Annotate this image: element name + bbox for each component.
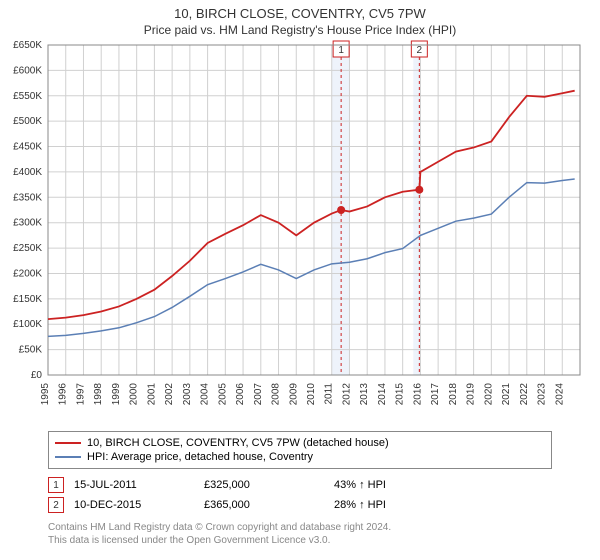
sale-badge: 1 [48,477,64,493]
page-title: 10, BIRCH CLOSE, COVENTRY, CV5 7PW [0,0,600,21]
legend-item: 10, BIRCH CLOSE, COVENTRY, CV5 7PW (deta… [55,436,545,450]
legend-swatch [55,442,81,444]
svg-text:2005: 2005 [217,383,228,406]
page-subtitle: Price paid vs. HM Land Registry's House … [0,21,600,37]
line-chart-svg: £0 £50K £100K £150K £200K £250K £300K £350K £400… [0,37,600,427]
sale-row: 1 15-JUL-2011 £325,000 43% ↑ HPI [48,475,552,495]
svg-text:2008: 2008 [271,383,282,406]
footnote: Contains HM Land Registry data © Crown c… [48,521,552,547]
sale-price: £365,000 [204,499,324,511]
svg-text:£100K: £100K [13,319,42,330]
legend-swatch [55,456,81,458]
svg-text:2001: 2001 [146,383,157,406]
svg-text:£600K: £600K [13,65,42,76]
sale-diff: 43% ↑ HPI [334,479,454,491]
svg-text:2014: 2014 [377,383,388,406]
svg-text:£400K: £400K [13,167,42,178]
svg-text:2006: 2006 [235,383,246,406]
svg-text:£300K: £300K [13,218,42,229]
svg-text:2015: 2015 [395,383,406,406]
footnote-line: This data is licensed under the Open Gov… [48,534,552,547]
svg-text:1996: 1996 [58,383,69,406]
svg-text:1: 1 [338,45,344,56]
svg-text:1997: 1997 [75,383,86,406]
svg-text:£450K: £450K [13,142,42,153]
svg-text:2024: 2024 [554,383,565,406]
sale-badge: 2 [48,497,64,513]
svg-text:2012: 2012 [341,383,352,406]
legend-label: 10, BIRCH CLOSE, COVENTRY, CV5 7PW (deta… [87,437,389,449]
svg-text:2021: 2021 [501,383,512,406]
chart-area: £0 £50K £100K £150K £200K £250K £300K £350K £400… [0,37,600,427]
svg-text:£0: £0 [31,370,43,381]
svg-text:2002: 2002 [164,383,175,406]
svg-text:£550K: £550K [13,91,42,102]
svg-text:£200K: £200K [13,268,42,279]
svg-text:2011: 2011 [324,383,335,405]
svg-text:1995: 1995 [40,383,51,406]
footnote-line: Contains HM Land Registry data © Crown c… [48,521,552,534]
sale-date: 15-JUL-2011 [74,479,194,491]
sale-row: 2 10-DEC-2015 £365,000 28% ↑ HPI [48,495,552,515]
svg-text:2000: 2000 [129,383,140,406]
sale-date: 10-DEC-2015 [74,499,194,511]
svg-text:2018: 2018 [448,383,459,406]
svg-text:1999: 1999 [111,383,122,406]
svg-text:2023: 2023 [537,383,548,406]
svg-text:1998: 1998 [93,383,104,406]
svg-text:£350K: £350K [13,192,42,203]
legend-box: 10, BIRCH CLOSE, COVENTRY, CV5 7PW (deta… [48,431,552,469]
svg-text:2004: 2004 [200,383,211,406]
svg-text:2009: 2009 [288,383,299,406]
sale-diff: 28% ↑ HPI [334,499,454,511]
svg-text:2: 2 [417,45,423,56]
svg-text:2016: 2016 [412,383,423,406]
svg-text:2003: 2003 [182,383,193,406]
svg-text:£150K: £150K [13,294,42,305]
sale-price: £325,000 [204,479,324,491]
svg-text:2019: 2019 [466,383,477,406]
svg-text:£500K: £500K [13,116,42,127]
legend-label: HPI: Average price, detached house, Cove… [87,451,313,463]
svg-text:2022: 2022 [519,383,530,406]
svg-text:£250K: £250K [13,243,42,254]
svg-text:2017: 2017 [430,383,441,406]
svg-text:2010: 2010 [306,383,317,406]
svg-text:£650K: £650K [13,40,42,51]
legend-item: HPI: Average price, detached house, Cove… [55,450,545,464]
svg-text:£50K: £50K [19,345,43,356]
svg-text:2020: 2020 [483,383,494,406]
svg-text:2013: 2013 [359,383,370,406]
sales-list: 1 15-JUL-2011 £325,000 43% ↑ HPI 2 10-DE… [48,475,552,515]
svg-text:2007: 2007 [253,383,264,406]
